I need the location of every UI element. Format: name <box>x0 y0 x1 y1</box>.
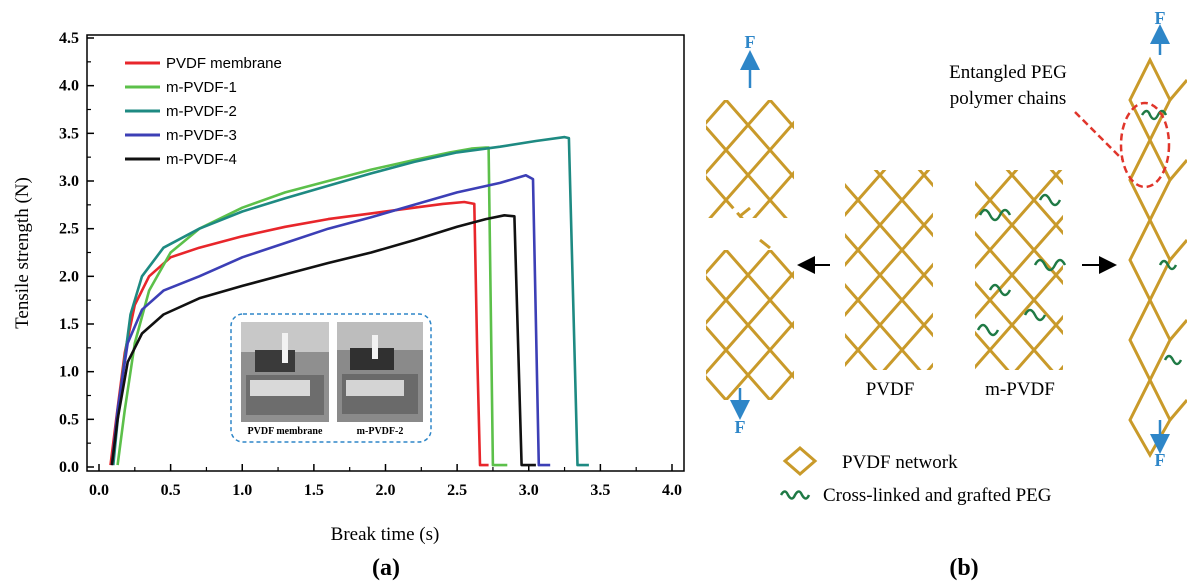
chart-legend: PVDF membrane m-PVDF-1 m-PVDF-2 m-PVDF-3 m-P… <box>125 55 282 168</box>
inset-caption-right: m-PVDF-2 <box>357 426 404 437</box>
inset-photo: PVDF membrane m-PVDF-2 <box>230 313 432 443</box>
y-axis-title: Tensile strength (N) <box>12 177 33 329</box>
series-line-1 <box>109 200 489 467</box>
force-label-bottom-right: F <box>1155 450 1166 470</box>
m-pvdf-label: m-PVDF <box>985 379 1055 400</box>
legend-network-symbol <box>782 446 818 476</box>
y-tick-label: 2.5 <box>59 221 79 238</box>
x-tick-label: 0.5 <box>161 482 181 499</box>
y-tick-label: 4.5 <box>59 30 79 47</box>
inset-caption-left: PVDF membrane <box>248 426 323 437</box>
x-tick-label: 3.5 <box>590 482 610 499</box>
y-tick-label: 0.5 <box>59 411 79 428</box>
m-pvdf-network <box>975 170 1067 370</box>
force-label-top-right: F <box>1155 8 1166 28</box>
legend-network-label: PVDF network <box>842 452 958 473</box>
broken-pvdf-network <box>706 100 794 400</box>
x-tick-label: 1.5 <box>304 482 324 499</box>
panel-label-b: (b) <box>949 555 978 581</box>
callout-ellipse <box>1119 101 1171 189</box>
series-line-4 <box>110 174 551 467</box>
y-tick-label: 1.0 <box>59 364 79 381</box>
inset-photo-left <box>241 322 329 422</box>
y-tick-label: 3.5 <box>59 125 79 142</box>
callout-line-1: Entangled PEG <box>949 62 1067 83</box>
legend-peg-symbol <box>779 490 811 500</box>
pvdf-network <box>845 170 933 370</box>
axis-tick-labels: 0.0 0.5 1.0 1.5 2.0 2.5 3.0 3.5 4.0 0.0 0.5 1.0 1.5 2… <box>59 30 682 499</box>
y-tick-label: 3.0 <box>59 173 79 190</box>
tensile-chart: 0.0 0.5 1.0 1.5 2.0 2.5 3.0 3.5 4.0 0.0 0.5 1.0 1.5 2… <box>12 30 685 581</box>
legend-label-1: PVDF membrane <box>166 55 282 72</box>
x-tick-label: 2.5 <box>447 482 467 499</box>
x-tick-label: 0.0 <box>89 482 109 499</box>
pvdf-label: PVDF <box>866 379 915 400</box>
panel-label-a: (a) <box>372 555 400 581</box>
y-tick-label: 4.0 <box>59 78 79 95</box>
legend-label-5: m-PVDF-4 <box>166 151 237 168</box>
x-axis-title: Break time (s) <box>331 524 440 545</box>
inset-photo-right <box>337 322 423 422</box>
series-group <box>109 135 589 467</box>
legend-label-2: m-PVDF-1 <box>166 79 237 96</box>
force-label-top-left: F <box>745 32 756 52</box>
callout-line-2: polymer chains <box>950 88 1067 109</box>
legend-peg-label: Cross-linked and grafted PEG <box>823 485 1052 506</box>
callout-pointer <box>1074 111 1124 161</box>
y-tick-label: 1.5 <box>59 316 79 333</box>
stretched-m-pvdf-network <box>1128 56 1187 459</box>
force-label-bottom-left: F <box>735 417 746 437</box>
series-line-5 <box>110 214 536 467</box>
x-tick-label: 4.0 <box>662 482 682 499</box>
x-tick-label: 1.0 <box>232 482 252 499</box>
legend-label-4: m-PVDF-3 <box>166 127 237 144</box>
mechanism-diagram: F F PVDF m-PVDF F F Entangled PEG <box>706 8 1187 581</box>
x-tick-label: 2.0 <box>376 482 396 499</box>
x-tick-label: 3.0 <box>519 482 539 499</box>
y-tick-label: 2.0 <box>59 268 79 285</box>
axis-ticks <box>87 37 673 471</box>
y-tick-label: 0.0 <box>59 459 79 476</box>
series-line-3 <box>112 135 589 467</box>
legend-label-3: m-PVDF-2 <box>166 103 237 120</box>
